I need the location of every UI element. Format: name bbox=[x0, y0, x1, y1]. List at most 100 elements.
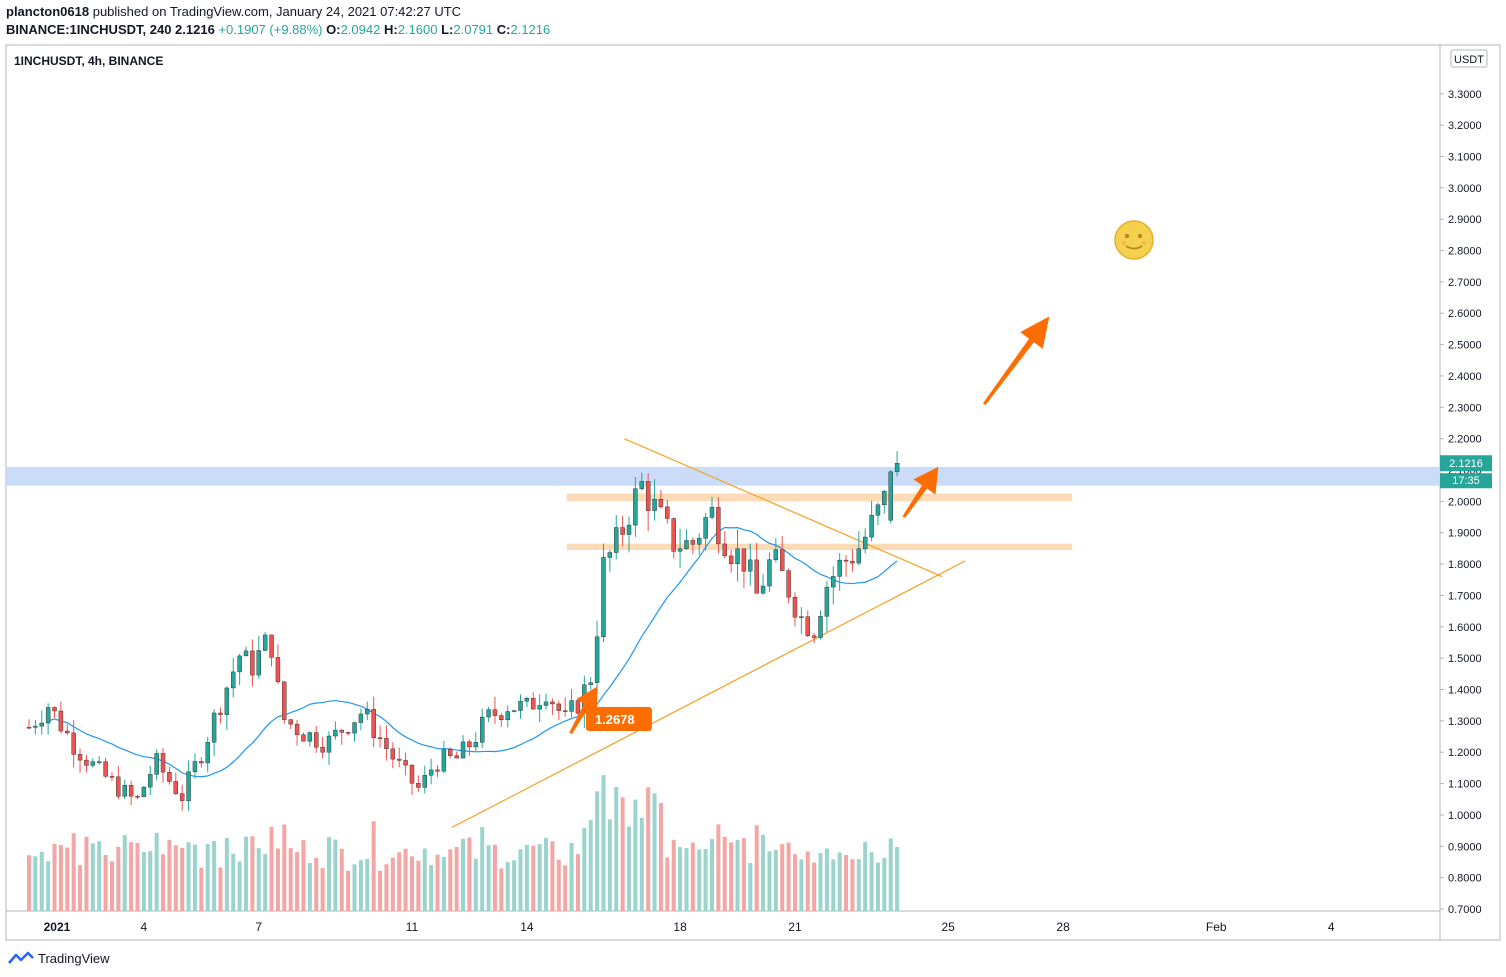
price-tick-label: 1.5000 bbox=[1448, 653, 1482, 665]
candle-body bbox=[256, 650, 261, 676]
candle-body bbox=[620, 527, 625, 535]
volume-bar bbox=[531, 845, 536, 911]
volume-bar bbox=[307, 863, 312, 911]
candle-body bbox=[633, 488, 638, 526]
tradingview-brand[interactable]: TradingView bbox=[8, 950, 110, 966]
trendline-1[interactable] bbox=[623, 438, 943, 578]
candle-body bbox=[384, 738, 389, 749]
candle-body bbox=[109, 776, 115, 778]
candle-body bbox=[218, 712, 223, 715]
candle-body bbox=[850, 560, 855, 564]
resistance-band-rect bbox=[6, 466, 1440, 486]
time-tick-label: Feb bbox=[1206, 920, 1227, 934]
candle-body bbox=[52, 707, 57, 712]
close-value: 2.1216 bbox=[510, 22, 551, 37]
candle-body bbox=[435, 769, 440, 772]
legend-title: 1INCHUSDT, 4h, BINANCE bbox=[14, 54, 163, 68]
volume-bar bbox=[761, 834, 766, 911]
price-tick-label: 2.8000 bbox=[1448, 246, 1482, 258]
time-tick-label: 2021 bbox=[44, 920, 71, 934]
annotation-badge[interactable] bbox=[585, 707, 652, 732]
price-tick-label: 1.3000 bbox=[1448, 716, 1482, 728]
trendline-2[interactable] bbox=[451, 560, 966, 829]
forecast-arrow-2[interactable] bbox=[902, 466, 939, 518]
support-zone-2[interactable] bbox=[566, 543, 1073, 550]
volume-bar bbox=[180, 847, 185, 911]
volume-bar bbox=[263, 854, 268, 911]
support-zones bbox=[566, 493, 1073, 550]
volume-bar bbox=[863, 841, 868, 911]
candle-body bbox=[556, 703, 561, 711]
support-zone-1[interactable] bbox=[566, 493, 1073, 502]
candle-body bbox=[339, 729, 344, 733]
volume-bar bbox=[199, 867, 204, 911]
price-tick-label: 2.0000 bbox=[1448, 496, 1482, 508]
volume-bar bbox=[212, 840, 217, 911]
volume-bar bbox=[690, 842, 695, 911]
forecast-arrow-1[interactable] bbox=[569, 686, 598, 735]
volume-bar bbox=[314, 858, 319, 911]
volume-bar bbox=[301, 840, 306, 911]
volume-bar bbox=[850, 859, 855, 911]
candle-body bbox=[760, 585, 766, 594]
price-tick-label: 3.3000 bbox=[1448, 89, 1482, 101]
volume-bar bbox=[109, 861, 114, 911]
candle-body bbox=[894, 463, 900, 473]
volume-bar bbox=[895, 846, 900, 911]
price-tick-label: 3.2000 bbox=[1448, 120, 1482, 132]
price-annotation[interactable]: 1.2678 bbox=[585, 707, 652, 732]
price-tick-label: 2.9000 bbox=[1448, 214, 1482, 226]
candle-body bbox=[262, 634, 268, 651]
candle-body bbox=[639, 481, 644, 489]
forecast-arrow-3[interactable] bbox=[983, 316, 1050, 406]
annotation-text: 1.2678 bbox=[595, 712, 635, 727]
candle-body bbox=[735, 548, 740, 564]
volume-bar bbox=[824, 848, 829, 911]
volume-bar bbox=[709, 838, 714, 911]
candle-body bbox=[888, 471, 893, 521]
triangle-trendlines[interactable] bbox=[451, 438, 966, 829]
candle-body bbox=[454, 755, 459, 759]
volume-bar bbox=[773, 850, 778, 911]
candle-body bbox=[543, 701, 549, 706]
time-tick-label: 14 bbox=[520, 920, 534, 934]
candle-body bbox=[167, 771, 172, 782]
candle-body bbox=[314, 732, 319, 748]
volume-bar bbox=[122, 835, 127, 911]
candle-body bbox=[799, 616, 804, 618]
currency-badge[interactable]: USDT bbox=[1450, 49, 1488, 68]
resistance-band bbox=[6, 466, 1440, 486]
forecast-arrows[interactable] bbox=[569, 316, 1050, 735]
candle-body bbox=[390, 748, 396, 760]
ohlc-line: BINANCE:1INCHUSDT, 240 2.1216 +0.1907 (+… bbox=[6, 22, 550, 37]
volume-bar bbox=[729, 842, 734, 911]
candle-body bbox=[409, 764, 415, 784]
last-price-label: 2.1216 bbox=[1449, 458, 1483, 470]
price-tick-label: 2.6000 bbox=[1448, 308, 1482, 320]
candle-body bbox=[767, 559, 772, 587]
low-label: L: bbox=[441, 22, 454, 37]
volume-bar bbox=[103, 854, 108, 911]
volume-bar bbox=[441, 857, 446, 911]
candle-body bbox=[562, 710, 568, 712]
volume-bar bbox=[869, 852, 874, 911]
candle-body bbox=[741, 548, 747, 572]
volume-bar bbox=[295, 852, 300, 911]
candle-body bbox=[39, 722, 44, 727]
price-axis[interactable]: 0.7000 0.8000 0.9000 1.0000 1.1000 1.2000 1.30… bbox=[1440, 89, 1482, 916]
volume-bar bbox=[844, 855, 849, 911]
candle-body bbox=[58, 710, 64, 732]
volume-bar bbox=[269, 826, 274, 911]
candle-body bbox=[103, 761, 108, 777]
time-axis[interactable]: 2021 4 7 11 14 18 21 25 28 Feb 4 bbox=[44, 920, 1335, 934]
volume-bar bbox=[875, 862, 880, 911]
volume-bar bbox=[52, 843, 57, 911]
volume-bar bbox=[58, 845, 63, 911]
candle-body bbox=[492, 709, 498, 716]
volume-bar bbox=[173, 845, 178, 911]
candle-body bbox=[371, 708, 376, 739]
volume-bar bbox=[429, 865, 434, 911]
candle-body bbox=[645, 481, 651, 511]
volume-bar bbox=[78, 865, 83, 911]
